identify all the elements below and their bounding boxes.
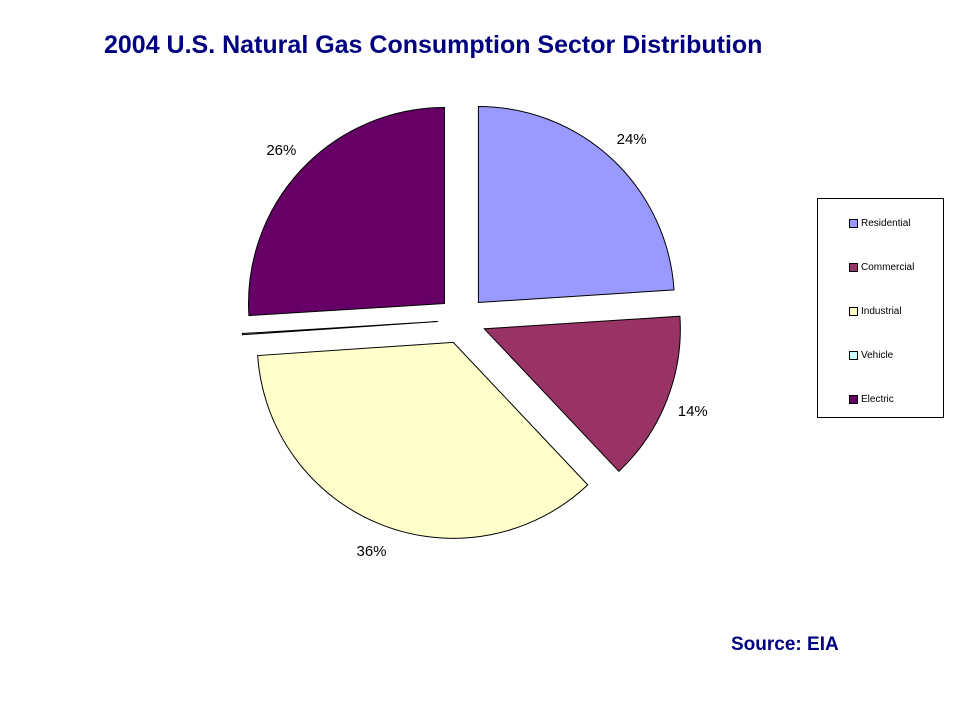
legend-label: Vehicle — [861, 349, 894, 361]
legend-swatch — [849, 218, 858, 228]
data-label-electric: 26% — [266, 142, 296, 159]
data-label-industrial: 36% — [357, 543, 387, 560]
chart-title: 2004 U.S. Natural Gas Consumption Sector… — [104, 31, 763, 59]
legend-item-residential: Residential — [849, 217, 910, 229]
legend-swatch — [849, 306, 858, 316]
legend-label: Residential — [861, 217, 911, 229]
chart-legend: Residential Commercial Industrial Vehicle El… — [817, 198, 944, 418]
legend-label: Commercial — [861, 261, 915, 273]
pie-slice-electric — [248, 107, 446, 317]
pie-slice-residential — [477, 105, 675, 304]
pie-slice-vehicle — [241, 321, 439, 336]
pie-slice-industrial — [257, 341, 589, 539]
legend-item-vehicle: Vehicle — [849, 349, 893, 361]
source-note: Source: EIA — [731, 634, 839, 655]
legend-label: Electric — [861, 393, 894, 405]
pie-data-labels: 24% 14% 36% 26% — [266, 131, 707, 560]
legend-swatch — [849, 262, 858, 272]
data-label-residential: 24% — [617, 131, 647, 148]
pie-slice-commercial — [483, 315, 681, 473]
legend-label: Industrial — [861, 305, 902, 317]
data-label-commercial: 14% — [678, 403, 708, 420]
legend-swatch — [849, 350, 858, 360]
legend-swatch — [849, 394, 858, 404]
legend-item-commercial: Commercial — [849, 261, 914, 273]
pie-slices — [241, 105, 681, 539]
legend-item-industrial: Industrial — [849, 305, 902, 317]
legend-item-electric: Electric — [849, 393, 894, 405]
